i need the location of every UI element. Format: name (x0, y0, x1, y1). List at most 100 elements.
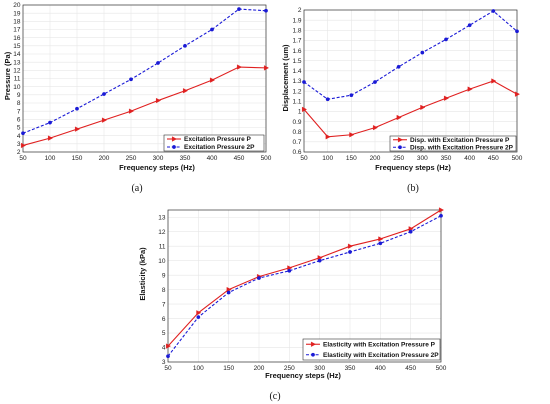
chart-displacement-series-2-point (515, 29, 519, 34)
chart-pressure-ytick: 4 (17, 133, 21, 140)
chart-displacement-ytick: 0.9 (292, 119, 301, 126)
chart-pressure-ylabel: Pressure (Pa) (3, 51, 12, 100)
chart-pressure-series-2-point (183, 43, 187, 48)
chart-displacement-xtick: 500 (512, 155, 523, 162)
chart-pressure-plot-frame (22, 4, 267, 153)
chart-pressure-series-1-point (128, 108, 135, 114)
chart-pressure-xtick: 300 (153, 155, 164, 162)
chart-displacement-series-1-point (301, 106, 308, 113)
chart-pressure-legend-box (163, 134, 265, 152)
chart-pressure-xtick: 100 (45, 155, 56, 162)
chart-pressure-ytick: 15 (13, 43, 21, 50)
chart-displacement-series-2-point (373, 80, 377, 84)
chart-pressure-ytick: 8 (17, 100, 21, 107)
chart-elasticity-series-2-point (287, 268, 292, 273)
chart-pressure-series-1-point (263, 65, 270, 71)
chart-pressure-series-2-line (22, 8, 267, 134)
chart-pressure-xtick: 150 (72, 155, 83, 162)
chart-displacement-ytick: 1.3 (292, 78, 301, 85)
chart-displacement-ytick: 1.1 (292, 98, 301, 105)
chart-pressure-ytick: 7 (17, 108, 21, 115)
chart-elasticity-legend-label-2: Elasticity with Excitation Pressure 2P (323, 352, 439, 359)
chart-displacement-legend-box (389, 135, 517, 152)
chart-displacement-xtick: 50 (300, 155, 308, 162)
chart-elasticity-caption: (c) (269, 391, 280, 402)
chart-pressure-ytick: 18 (13, 19, 21, 26)
chart-pressure-ytick: 3 (17, 141, 21, 148)
chart-pressure-series-2-point (210, 27, 214, 32)
chart-elasticity-series-2-point (439, 213, 443, 218)
chart-elasticity-plot-frame (167, 209, 442, 363)
chart-displacement-series-2-point (396, 64, 401, 69)
chart-displacement-series-1-point (349, 132, 355, 138)
chart-pressure-xtick: 400 (207, 155, 218, 162)
chart-displacement-ytick: 1.8 (292, 27, 301, 34)
chart-elasticity-ytick: 6 (162, 316, 166, 323)
chart-pressure-series-2-point (75, 106, 79, 111)
chart-displacement-series-2-point (420, 50, 425, 55)
chart-pressure-ytick: 13 (13, 59, 21, 66)
chart-displacement-xtick: 200 (370, 155, 381, 162)
chart-elasticity-series-2-point (317, 258, 322, 263)
chart-elasticity-series-1-point (196, 310, 202, 316)
chart-elasticity-legend-marker-2 (311, 352, 315, 357)
chart-elasticity-xtick: 200 (254, 365, 265, 372)
chart-displacement-legend-marker-1 (397, 137, 404, 143)
chart-elasticity-ytick: 11 (159, 243, 166, 250)
chart-pressure-series-2-point (156, 61, 160, 65)
chart-displacement-ytick: 0.8 (292, 129, 301, 136)
chart-displacement-series-1-point (420, 104, 426, 111)
chart-displacement-series-1-point (491, 78, 497, 84)
chart-displacement-series-1-point (396, 114, 402, 121)
chart-displacement-series-1-point (443, 95, 450, 101)
chart-displacement-xtick: 100 (322, 155, 333, 162)
chart-displacement-ytick: 1.4 (292, 68, 301, 75)
chart-elasticity-xtick: 150 (223, 365, 234, 372)
chart-elasticity-series-1-point (438, 207, 445, 213)
chart-pressure-series-2-point (21, 131, 25, 136)
chart-elasticity-ylabel: Elasticity (kPa) (138, 247, 147, 301)
chart-pressure-xlabel: Frequency steps (Hz) (119, 163, 195, 172)
chart-displacement-xlabel: Frequency steps (Hz) (375, 163, 451, 172)
chart-elasticity: Elasticity (kPa) Frequency steps (Hz) (c… (138, 207, 447, 402)
chart-elasticity-legend-box (302, 338, 441, 361)
chart-displacement-series-1-line (303, 80, 518, 138)
chart-pressure-xtick: 500 (261, 155, 272, 162)
chart-displacement-ytick: 1.2 (292, 88, 301, 95)
chart-elasticity-legend-label-1: Elasticity with Excitation Pressure P (323, 341, 436, 348)
chart-pressure-xtick: 350 (180, 155, 191, 162)
chart-pressure-legend-marker-2 (172, 145, 176, 149)
chart-displacement-series-2-point (302, 80, 306, 84)
chart-displacement-ytick: 1 (298, 109, 302, 116)
chart-pressure-series-2-point (48, 120, 52, 125)
chart-displacement-series-1-point (514, 91, 521, 97)
chart-pressure-series-1-point (47, 135, 54, 141)
chart-pressure-series-2-point (102, 92, 106, 96)
chart-elasticity-series-1-point (347, 243, 354, 249)
chart-elasticity-xtick: 450 (405, 365, 416, 372)
chart-pressure-series-2-point (264, 8, 268, 13)
chart-displacement-series-2-point (444, 37, 448, 42)
chart-displacement-ytick: 1.5 (292, 58, 301, 65)
chart-displacement-series-2-point (325, 97, 330, 102)
chart-elasticity-ytick: 5 (162, 330, 166, 337)
chart-pressure-ytick: 20 (13, 2, 21, 9)
chart-elasticity-ytick: 7 (162, 301, 166, 308)
chart-pressure-ytick: 12 (13, 68, 21, 75)
chart-pressure-xtick: 200 (99, 155, 110, 162)
chart-displacement-xtick: 150 (346, 155, 357, 162)
chart-displacement-legend-label-1: Disp. with Excitation Pressure P (410, 137, 510, 144)
chart-elasticity-legend-marker-1 (310, 341, 317, 347)
chart-pressure-series-1-line (22, 66, 267, 146)
chart-elasticity-ytick: 8 (162, 287, 166, 294)
chart-elasticity-xtick: 400 (375, 365, 386, 372)
chart-displacement-series-1-point (372, 124, 379, 131)
chart-pressure-series-1-point (74, 126, 81, 132)
chart-pressure-ytick: 16 (13, 35, 21, 42)
chart-elasticity-series-1-point (165, 343, 172, 349)
chart-displacement-xtick: 450 (488, 155, 499, 162)
chart-pressure-ytick: 11 (14, 76, 21, 83)
chart-pressure-ytick: 6 (17, 117, 21, 124)
chart-pressure-ytick: 2 (17, 149, 21, 156)
